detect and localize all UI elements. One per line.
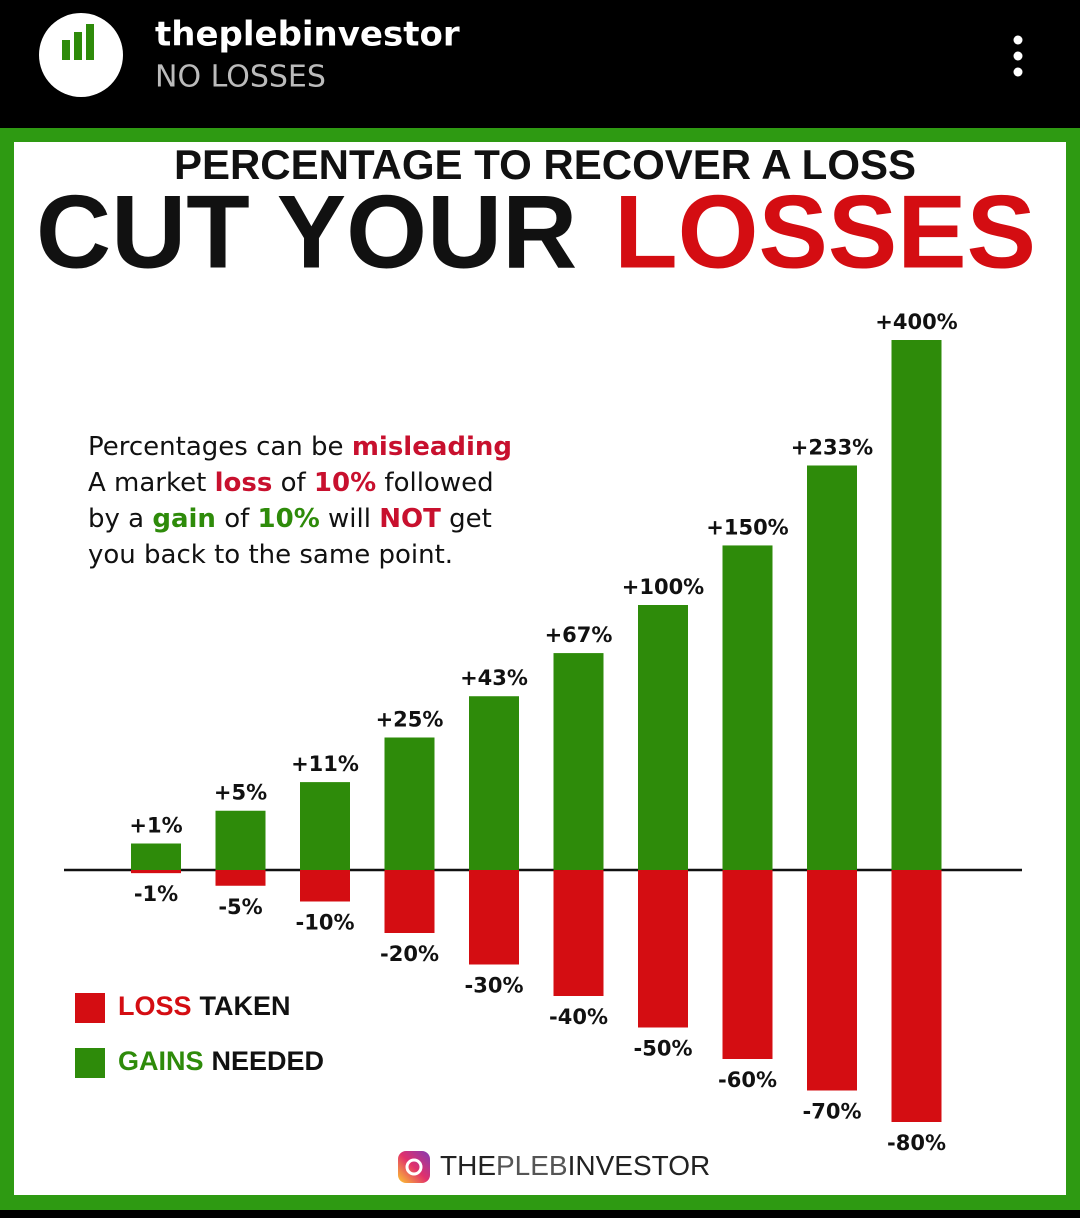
- annotation-text: 10%: [314, 468, 376, 498]
- loss-bar: [722, 870, 773, 1059]
- data-label: -30%: [465, 974, 524, 998]
- data-label: +150%: [706, 515, 788, 539]
- loss-bar: [131, 870, 181, 874]
- legend-entry: GAINS NEEDED: [118, 1046, 324, 1076]
- annotation-line: A market loss of 10% followed: [88, 468, 494, 498]
- annotation-text: NOT: [379, 504, 441, 534]
- gain-bar: [722, 545, 773, 870]
- gain-bar: [638, 605, 688, 870]
- data-label: -70%: [803, 1100, 862, 1124]
- data-label: -80%: [887, 1131, 946, 1155]
- annotation-text: gain: [152, 504, 216, 534]
- annotation-line: by a gain of 10% will NOT get: [88, 504, 492, 534]
- footer-part: INVESTOR: [568, 1150, 711, 1181]
- data-label: -1%: [134, 882, 178, 906]
- headline-accent: LOSSES: [614, 174, 1036, 290]
- data-label: +67%: [545, 623, 613, 647]
- data-label: +100%: [622, 575, 704, 599]
- username[interactable]: theplebinvestor: [155, 15, 460, 55]
- chart-title: PERCENTAGE TO RECOVER A LOSS: [174, 141, 916, 188]
- data-label: -50%: [634, 1037, 693, 1061]
- footer-part: THE: [440, 1150, 496, 1181]
- legend-swatch: [75, 1048, 105, 1078]
- data-label: -5%: [218, 895, 262, 919]
- annotation-text: misleading: [352, 432, 512, 462]
- post-subtitle: NO LOSSES: [155, 60, 326, 95]
- gain-bar: [807, 465, 857, 870]
- data-label: -40%: [549, 1005, 608, 1029]
- loss-bar: [807, 870, 857, 1091]
- gain-bar: [131, 843, 181, 870]
- data-label: +25%: [376, 708, 444, 732]
- annotation-text: of: [272, 468, 314, 498]
- annotation-text: Percentages can be: [88, 432, 352, 462]
- gain-bar: [891, 340, 942, 870]
- data-label: +11%: [291, 752, 359, 776]
- gain-bar: [384, 737, 435, 870]
- data-label: -10%: [296, 911, 355, 935]
- loss-bar: [384, 870, 435, 933]
- data-label: +5%: [214, 781, 267, 805]
- menu-dot[interactable]: [1013, 67, 1023, 77]
- legend-key: GAINS: [118, 1046, 204, 1076]
- annotation-line: you back to the same point.: [88, 540, 453, 570]
- footer-handle: THEPLEBINVESTOR: [440, 1150, 710, 1181]
- legend-entry: LOSS TAKEN: [118, 991, 291, 1021]
- legend-rest: NEEDED: [212, 1046, 325, 1076]
- annotation-text: A market: [88, 468, 215, 498]
- gain-bar: [553, 653, 604, 870]
- gain-bar: [215, 810, 266, 870]
- image-panel: [14, 142, 1066, 1195]
- data-label: +400%: [875, 310, 957, 334]
- legend-key: LOSS: [118, 991, 192, 1021]
- loss-bar: [553, 870, 604, 996]
- data-label: -60%: [718, 1068, 777, 1092]
- footer-part: PLEB: [496, 1150, 568, 1181]
- headline: CUT YOUR: [36, 174, 577, 290]
- annotation-text: of: [216, 504, 258, 534]
- loss-bar: [891, 870, 942, 1122]
- loss-bar: [300, 870, 350, 902]
- loss-bar: [469, 870, 519, 965]
- annotation-text: followed: [376, 468, 493, 498]
- avatar-icon: [74, 32, 82, 60]
- data-label: +1%: [129, 814, 182, 838]
- instagram-icon: [398, 1151, 430, 1183]
- legend-swatch: [75, 993, 105, 1023]
- data-label: -20%: [380, 942, 439, 966]
- gain-bar: [300, 782, 350, 870]
- legend-rest: TAKEN: [200, 991, 291, 1021]
- loss-bar: [638, 870, 688, 1028]
- annotation-text: will: [320, 504, 379, 534]
- instagram-icon: [405, 1158, 423, 1176]
- data-label: +233%: [791, 435, 873, 459]
- menu-dot[interactable]: [1013, 35, 1023, 45]
- loss-bar: [215, 870, 266, 886]
- menu-dot[interactable]: [1013, 51, 1023, 61]
- header-bar: [0, 0, 1080, 128]
- avatar-icon: [62, 40, 70, 60]
- annotation-line: Percentages can be misleading: [88, 432, 512, 462]
- annotation-text: you back to the same point.: [88, 540, 453, 570]
- annotation-text: by a: [88, 504, 152, 534]
- avatar-icon: [86, 24, 94, 60]
- gain-bar: [469, 696, 519, 870]
- annotation-text: loss: [215, 468, 273, 498]
- data-label: +43%: [460, 666, 528, 690]
- annotation-text: get: [441, 504, 492, 534]
- annotation-text: 10%: [258, 504, 320, 534]
